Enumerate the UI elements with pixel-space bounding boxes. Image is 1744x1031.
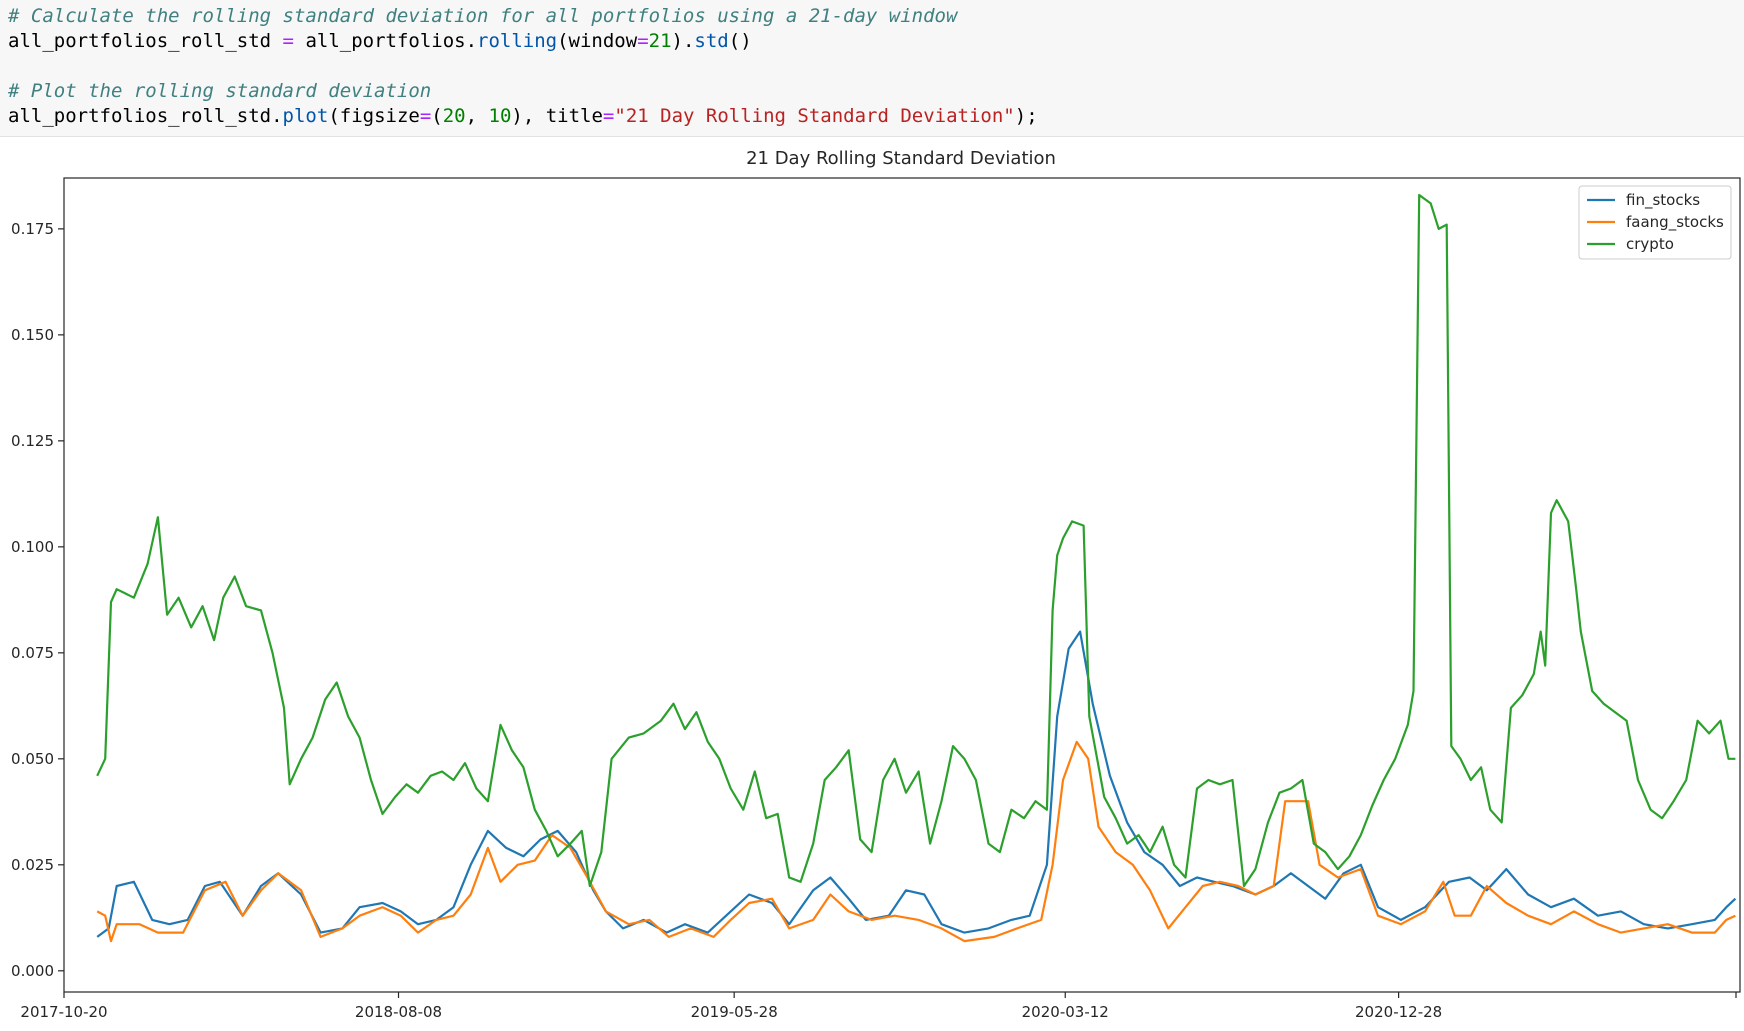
x-tick-label: 2018-08-08: [355, 1003, 442, 1021]
code-token: (window: [557, 30, 638, 52]
y-tick-label: 0.025: [11, 856, 54, 874]
code-token: (): [728, 30, 752, 52]
y-tick-label: 0.175: [11, 220, 54, 238]
code-operator: =: [419, 105, 432, 127]
legend-box: [1578, 185, 1732, 260]
code-line-1: # Calculate the rolling standard deviati…: [8, 4, 1744, 29]
y-tick-label: 0.150: [11, 326, 54, 344]
x-axis: 2017-10-20 2018-08-08 2019-05-28 2020-03-12…: [20, 992, 1737, 1021]
chart-title: 21 Day Rolling Standard Deviation: [746, 148, 1056, 169]
series-line-faang-stocks: [96, 740, 1736, 943]
code-comment: # Calculate the rolling standard deviati…: [8, 5, 958, 27]
x-tick-label: 2019-05-28: [691, 1003, 778, 1021]
code-method: std: [694, 30, 729, 52]
code-token: (: [431, 105, 443, 127]
code-method: rolling: [477, 30, 558, 52]
series-line-fin-stocks: [96, 630, 1737, 938]
code-operator: =: [282, 30, 294, 52]
code-line-2: all_portfolios_roll_std = all_portfolios…: [8, 29, 1744, 54]
code-token: ).: [671, 30, 695, 52]
code-method: plot: [282, 105, 329, 127]
plot-frame: [63, 177, 1741, 993]
y-tick-label: 0.100: [11, 538, 54, 556]
x-tick-label: 2017-10-20: [20, 1003, 107, 1021]
legend-label: crypto: [1626, 235, 1674, 253]
legend-label: fin_stocks: [1626, 191, 1700, 210]
y-tick-label: 0.125: [11, 432, 54, 450]
code-line-4: # Plot the rolling standard deviation: [8, 79, 1744, 104]
code-number: 10: [488, 105, 512, 127]
series-line-crypto: [96, 193, 1736, 888]
code-token: );: [1014, 105, 1038, 127]
code-number: 21: [648, 30, 672, 52]
y-axis: 0.000 0.025 0.050 0.075 0.100 0.125 0.150 0.175: [11, 220, 64, 980]
y-tick-label: 0.050: [11, 750, 54, 768]
code-token: all_portfolios_roll_std.: [8, 105, 283, 127]
code-comment: # Plot the rolling standard deviation: [8, 80, 432, 102]
code-token: all_portfolios.: [294, 30, 478, 52]
code-cell[interactable]: # Calculate the rolling standard deviati…: [0, 0, 1744, 137]
series-layer: [96, 193, 1737, 943]
x-tick-label: 2020-12-28: [1355, 1003, 1442, 1021]
code-line-5: all_portfolios_roll_std.plot(figsize=(20…: [8, 104, 1744, 129]
code-operator: =: [602, 105, 615, 127]
code-string: "21 Day Rolling Standard Deviation": [614, 105, 1015, 127]
code-line-3: [8, 54, 1744, 79]
code-operator: =: [637, 30, 649, 52]
output-area: 21 Day Rolling Standard Deviation 0.000 0…: [0, 137, 1744, 1027]
rolling-std-chart: 21 Day Rolling Standard Deviation 0.0000…: [11, 148, 1741, 1021]
y-tick-label: 0.075: [11, 644, 54, 662]
x-tick-label: 2020-03-12: [1022, 1003, 1109, 1021]
code-token: ), title: [511, 105, 603, 127]
code-token: (figsize: [328, 105, 420, 127]
y-tick-label: 0.000: [11, 962, 54, 980]
legend-label: faang_stocks: [1626, 213, 1724, 232]
code-number: 20: [442, 105, 466, 127]
code-token: ,: [465, 105, 489, 127]
code-token: all_portfolios_roll_std: [8, 30, 283, 52]
